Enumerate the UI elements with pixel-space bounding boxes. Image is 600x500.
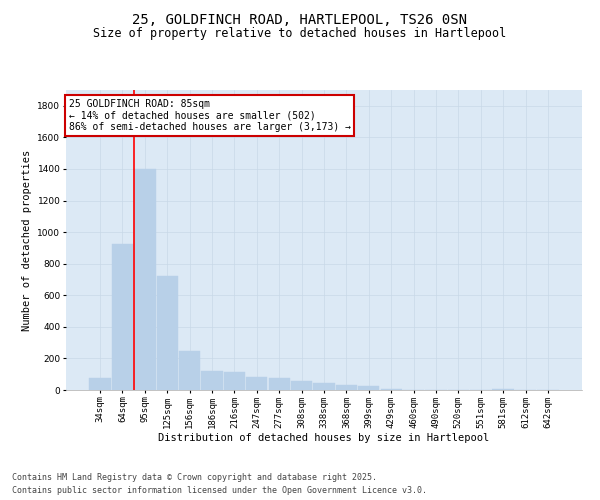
Text: Size of property relative to detached houses in Hartlepool: Size of property relative to detached ho… [94,28,506,40]
Bar [358,386,379,390]
Bar [112,244,133,390]
Bar [157,276,178,390]
Bar [493,389,514,390]
Bar [89,378,111,390]
X-axis label: Distribution of detached houses by size in Hartlepool: Distribution of detached houses by size … [158,434,490,444]
Bar [313,383,335,390]
Bar [269,378,290,390]
Bar [246,378,268,390]
Bar [291,382,312,390]
Text: Contains HM Land Registry data © Crown copyright and database right 2025.: Contains HM Land Registry data © Crown c… [12,474,377,482]
Bar [134,169,155,390]
Bar [380,389,402,390]
Bar [336,386,357,390]
Bar [179,352,200,390]
Text: 25, GOLDFINCH ROAD, HARTLEPOOL, TS26 0SN: 25, GOLDFINCH ROAD, HARTLEPOOL, TS26 0SN [133,12,467,26]
Bar [224,372,245,390]
Bar [202,371,223,390]
Y-axis label: Number of detached properties: Number of detached properties [22,150,32,330]
Text: 25 GOLDFINCH ROAD: 85sqm
← 14% of detached houses are smaller (502)
86% of semi-: 25 GOLDFINCH ROAD: 85sqm ← 14% of detach… [68,99,350,132]
Text: Contains public sector information licensed under the Open Government Licence v3: Contains public sector information licen… [12,486,427,495]
